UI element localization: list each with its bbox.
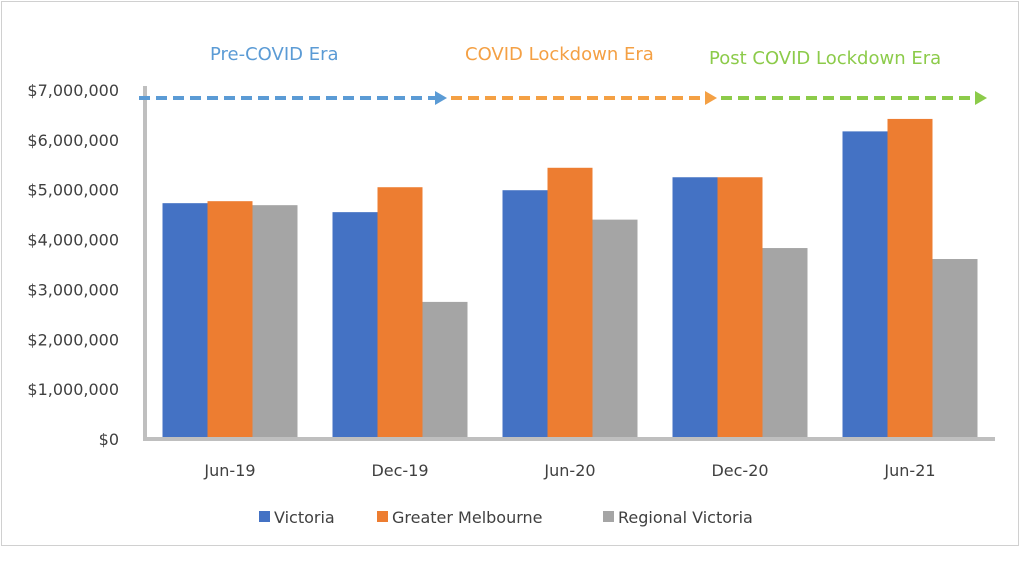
y-tick-label: $6,000,000 [27, 131, 119, 150]
legend-swatch [259, 511, 270, 522]
bar [592, 219, 638, 439]
legend-label: Victoria [274, 508, 335, 527]
chart-frame: $0 $1,000,000 $2,000,000 $3,000,000 $4,000,0… [1, 1, 1019, 546]
era-arrowhead [975, 91, 987, 105]
bar [162, 203, 208, 439]
era-annotations: Pre-COVID Era COVID Lockdown Era Post COVI… [139, 44, 987, 105]
x-tick-label: Jun-19 [203, 461, 255, 480]
bar [252, 205, 298, 439]
y-tick-label: $2,000,000 [27, 330, 119, 349]
x-tick-label: Dec-19 [371, 461, 428, 480]
legend-label: Greater Melbourne [392, 508, 543, 527]
bar [932, 259, 978, 439]
bar [887, 118, 933, 439]
bar-chart: $0 $1,000,000 $2,000,000 $3,000,000 $4,000,0… [27, 44, 995, 527]
bar [842, 131, 888, 440]
y-tick-label: $1,000,000 [27, 380, 119, 399]
y-tick-label: $0 [99, 430, 119, 449]
bar [672, 177, 718, 439]
y-tick-label: $3,000,000 [27, 280, 119, 299]
era-arrowhead [435, 91, 447, 105]
era-label: Pre-COVID Era [210, 44, 339, 65]
x-axis-ticks: Jun-19 Dec-19 Jun-20 Dec-20 Jun-21 [203, 461, 935, 480]
legend-swatch [377, 511, 388, 522]
era-arrowhead [705, 91, 717, 105]
x-tick-label: Dec-20 [711, 461, 768, 480]
bar [547, 167, 593, 439]
x-tick-label: Jun-21 [883, 461, 935, 480]
bar [762, 248, 808, 439]
bar [422, 301, 468, 439]
legend: Victoria Greater Melbourne Regional Victor… [259, 508, 753, 527]
bar [717, 177, 763, 439]
x-tick-label: Jun-20 [543, 461, 595, 480]
bar [502, 190, 548, 439]
era-label: COVID Lockdown Era [465, 44, 654, 65]
y-axis-ticks: $0 $1,000,000 $2,000,000 $3,000,000 $4,000,0… [27, 81, 119, 449]
era-label: Post COVID Lockdown Era [709, 48, 941, 69]
y-tick-label: $7,000,000 [27, 81, 119, 100]
y-tick-label: $4,000,000 [27, 231, 119, 250]
bar [332, 212, 378, 439]
bar [377, 187, 423, 439]
y-tick-label: $5,000,000 [27, 181, 119, 200]
legend-label: Regional Victoria [618, 508, 753, 527]
bar [207, 201, 253, 439]
legend-swatch [603, 511, 614, 522]
bars [162, 118, 978, 440]
